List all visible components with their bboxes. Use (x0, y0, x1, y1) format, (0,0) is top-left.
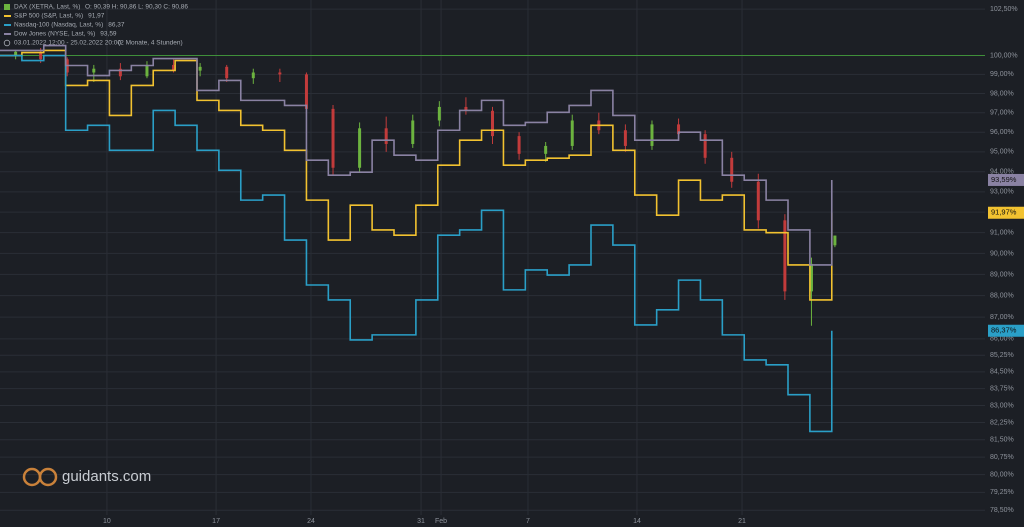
candle-body (623, 130, 627, 146)
y-tick-label: 89,00% (990, 271, 1014, 278)
candle-body (331, 108, 335, 168)
series-line (0, 54, 833, 433)
candle-body (650, 124, 654, 146)
candle-body (517, 136, 521, 154)
last-badge (988, 173, 1024, 186)
y-tick-label: 97,00% (990, 110, 1014, 117)
y-tick-label: 102,50% (990, 6, 1018, 13)
last-label: 86,37% (991, 326, 1017, 335)
candle-body (384, 128, 388, 144)
last-badge (988, 206, 1024, 219)
x-tick-label: 31 (417, 518, 425, 525)
legend-icon (4, 4, 10, 10)
candle-body (225, 66, 229, 79)
candle-body (756, 181, 760, 221)
period: (2 Monate, 4 Stunden) (118, 40, 183, 47)
series-line (0, 44, 833, 266)
legend-series: S&P 500 (S&P, Last, %) 91,97 Nasdaq-100 (N… (4, 13, 125, 38)
y-tick-label: 83,00% (990, 402, 1014, 409)
y-tick-label: 88,00% (990, 292, 1014, 299)
y-tick-label: 86,00% (990, 336, 1014, 343)
legend-swatch (4, 33, 11, 35)
y-tick-label: 94,00% (990, 169, 1014, 176)
y-tick-label: 84,50% (990, 369, 1014, 376)
candle-body (145, 64, 149, 77)
legend-value: 86,37 (108, 22, 125, 29)
axes: 102,50% 100,00% 99,00% 98,00% 97,00% 96,00% 95… (103, 6, 1024, 525)
candle-body (570, 120, 574, 146)
x-tick-label: 14 (633, 518, 641, 525)
y-tick-label: 85,25% (990, 352, 1014, 359)
candle-body (118, 68, 122, 77)
watermark: guidants.com (22, 467, 151, 487)
x-tick-label: 17 (212, 518, 220, 525)
legend-swatch (4, 15, 11, 17)
candle-body (783, 220, 787, 292)
candle-body (809, 263, 813, 292)
y-tick-label: 78,50% (990, 507, 1014, 514)
date-range: 03.01.2022 12:00 - 25.02.2022 20:00 (14, 40, 121, 47)
y-tick-label: 81,50% (990, 437, 1014, 444)
candle-body (833, 235, 837, 246)
watermark-text: guidants.com (62, 468, 151, 485)
legend: DAX (XETRA, Last, %) O: 90,39 H: 90,86 L… (3, 4, 188, 47)
candle-body (491, 110, 494, 137)
candle-body (304, 74, 308, 109)
y-tick-label: 79,25% (990, 489, 1014, 496)
last-label: 91,97% (991, 208, 1017, 217)
candle-body (730, 157, 734, 182)
candle-body (411, 120, 415, 144)
clock-icon (3, 39, 11, 47)
legend-value: 91,97 (88, 13, 105, 20)
x-tick-label: 10 (103, 518, 111, 525)
candle-body (198, 66, 202, 71)
legend-label: Dow Jones (NYSE, Last, %) (14, 31, 95, 38)
last-label: 93,59% (991, 175, 1017, 184)
legend-ohlc: O: 90,39 H: 90,86 L: 90,30 C: 90,86 (85, 4, 188, 11)
y-tick-label: 90,00% (990, 250, 1014, 257)
plot (0, 44, 837, 433)
legend-label: S&P 500 (S&P, Last, %) (14, 13, 83, 20)
legend-swatch (4, 24, 11, 26)
y-tick-label: 95,00% (990, 149, 1014, 156)
candle-body (39, 51, 43, 60)
candle-body (251, 72, 255, 79)
candle-body (677, 124, 681, 135)
grid (0, 0, 985, 515)
logo-ring (38, 467, 58, 487)
legend-label: Nasdaq-100 (Nasdaq, Last, %) (14, 22, 103, 29)
x-tick-label: 21 (738, 518, 746, 525)
y-tick-label: 82,25% (990, 419, 1014, 426)
candle-body (464, 106, 468, 111)
y-tick-label: 80,00% (990, 471, 1014, 478)
y-tick-label: 93,00% (990, 189, 1014, 196)
y-tick-label: 83,75% (990, 385, 1014, 392)
series-line (0, 49, 833, 301)
candle-body (544, 145, 548, 154)
candle-body (437, 106, 441, 121)
candle-body (703, 134, 707, 158)
y-tick-label: 96,00% (990, 129, 1014, 136)
legend-value: 93,59 (100, 31, 117, 38)
candle-body (92, 68, 96, 73)
y-tick-label: 100,00% (990, 52, 1018, 59)
y-tick-label: 87,00% (990, 314, 1014, 321)
x-tick-label: 7 (526, 518, 530, 525)
x-tick-label: Feb (435, 518, 447, 525)
candle-body (358, 128, 362, 168)
last-badge (988, 324, 1024, 337)
y-tick-label: 91,00% (990, 230, 1014, 237)
candle-body (278, 72, 282, 75)
y-tick-label: 99,00% (990, 71, 1014, 78)
candle-body (172, 64, 176, 71)
y-tick-label: 98,00% (990, 90, 1014, 97)
candle-body (14, 51, 18, 56)
legend-label: DAX (XETRA, Last, %) (14, 4, 80, 11)
x-tick-label: 24 (307, 518, 315, 525)
y-tick-label: 80,75% (990, 454, 1014, 461)
